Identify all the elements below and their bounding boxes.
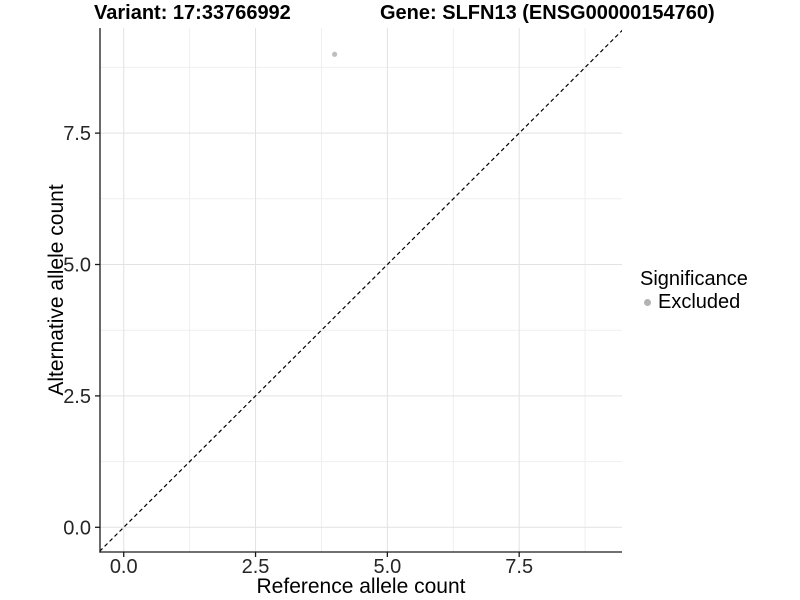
- variant-title: Variant: 17:33766992: [94, 2, 291, 24]
- legend-title: Significance: [640, 268, 748, 290]
- legend: Significance Excluded: [640, 268, 748, 313]
- identity-line: [100, 29, 622, 552]
- y-tick-label: 7.5: [63, 123, 91, 145]
- y-tick-label: 2.5: [63, 386, 91, 408]
- legend-point-icon: [644, 298, 651, 306]
- y-tick-label: 0.0: [63, 517, 91, 539]
- data-point: [332, 51, 338, 57]
- legend-item: Excluded: [640, 291, 748, 313]
- gene-title: Gene: SLFN13 (ENSG00000154760): [380, 2, 715, 24]
- x-tick-label: 2.5: [242, 556, 270, 578]
- x-axis-title: Reference allele count: [257, 575, 466, 598]
- legend-item-label: Excluded: [658, 291, 741, 313]
- x-tick-label: 0.0: [110, 556, 138, 578]
- x-tick-label: 5.0: [373, 556, 401, 578]
- x-tick-label: 7.5: [505, 556, 533, 578]
- y-axis-title: Alternative allele count: [45, 184, 68, 395]
- y-tick-label: 5.0: [63, 255, 91, 277]
